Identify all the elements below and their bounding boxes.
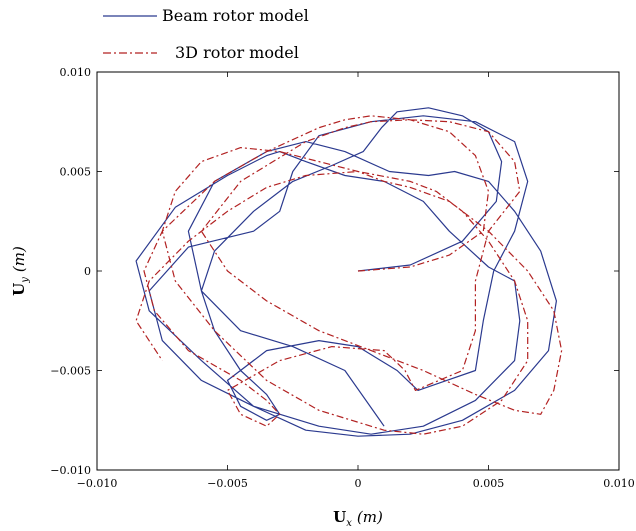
legend: Beam rotor model 3D rotor model — [103, 6, 309, 62]
y-tick-label: 0.005 — [60, 166, 92, 179]
x-tick-label: 0.005 — [473, 477, 505, 490]
x-tick-label: 0.010 — [603, 477, 635, 490]
plot-area — [135, 107, 563, 437]
y-tick-label: 0.010 — [60, 66, 92, 79]
y-axis-label: Uy(m) — [10, 246, 31, 296]
series-layer — [135, 107, 563, 437]
x-tick-label: −0.005 — [207, 477, 248, 490]
x-tick-label: 0 — [355, 477, 362, 490]
y-tick-label: −0.010 — [50, 464, 91, 477]
series-line-1 — [135, 115, 563, 435]
y-tick-label: −0.005 — [50, 365, 91, 378]
y-tick-label: 0 — [84, 265, 91, 278]
y-axis: −0.010 −0.005 0 0.005 0.010 — [50, 66, 619, 477]
x-axis-label: Ux (m) — [333, 508, 383, 529]
series-line-0 — [135, 107, 558, 437]
legend-label-beam: Beam rotor model — [162, 6, 309, 25]
x-tick-label: −0.010 — [77, 477, 118, 490]
x-axis: −0.010 −0.005 0 0.005 0.010 — [77, 72, 635, 490]
legend-label-3d: 3D rotor model — [175, 43, 299, 62]
